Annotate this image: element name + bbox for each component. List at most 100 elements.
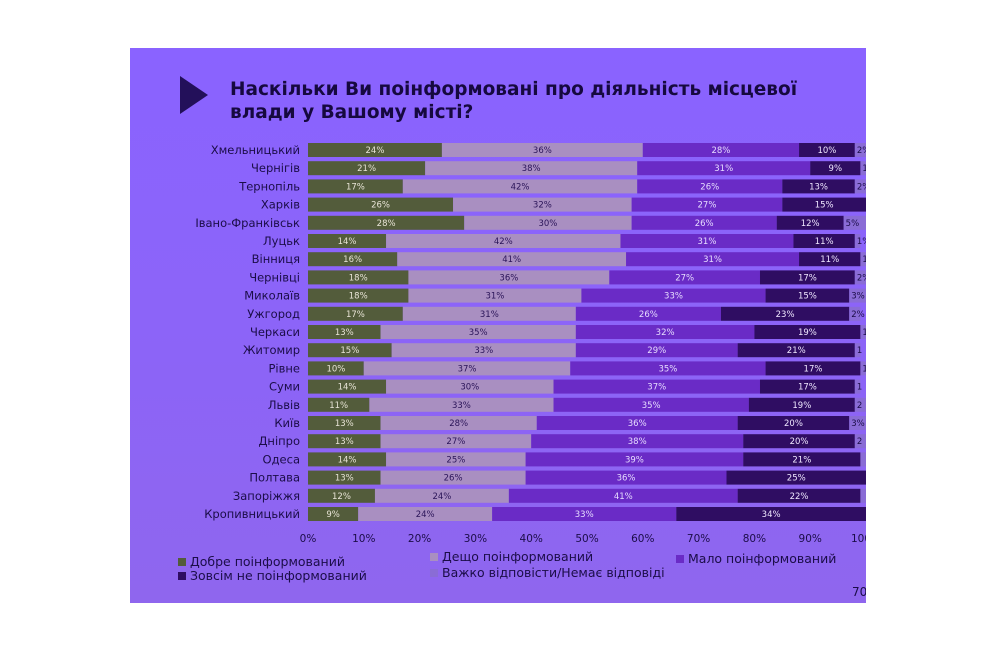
bar-segment [799,143,855,157]
data-label: 28% [711,146,730,156]
bar-segment [308,507,359,521]
x-tick-label: 0% [300,533,317,545]
bar-segment [308,234,387,248]
bar-segment [849,416,866,430]
bar-segment [525,470,727,485]
x-tick-label: 30% [464,533,487,545]
bar-segment [391,343,576,358]
bar-segment [441,143,643,157]
legend-swatch [676,555,684,563]
bar-segment [860,361,866,376]
data-label: 13% [335,419,354,429]
bar-segment [849,306,861,321]
legend-label: Зовсім не поінформований [190,568,367,583]
x-tick-label: 60% [631,533,654,545]
category-label: Чернівці [249,270,300,284]
bar-segment [631,197,783,212]
category-label: Запоріжжя [233,489,300,503]
data-label: 23% [776,310,795,320]
bar-segment [308,325,381,339]
bar-segment [386,234,621,248]
data-label: 2 [857,437,862,447]
bar-segment [308,179,403,194]
bar-segment [637,161,811,176]
data-label: 5% [846,219,860,229]
data-label: 1 [862,364,866,374]
bar-segment [860,325,866,339]
category-label: Суми [269,380,300,394]
bar-segment [642,143,800,157]
data-label: 31% [698,237,717,247]
data-label: 9% [829,164,843,174]
bar-segment [531,434,744,449]
data-label: 3% [851,419,865,429]
bar-segment [860,488,866,503]
data-label: 27% [446,437,465,447]
data-label: 35% [469,328,488,338]
data-label: 33% [452,401,471,411]
category-label: Львів [268,398,300,412]
data-label: 37% [647,383,666,393]
data-label: 2% [851,310,865,320]
data-label: 17% [346,310,365,320]
data-label: 20% [790,437,809,447]
stacked-bar-chart: Хмельницький24%36%28%10%2%Чернігів21%38%… [195,143,866,545]
data-label: 32% [533,201,552,211]
data-label: 26% [639,310,658,320]
data-label: 24% [432,492,451,502]
bar-segment [308,197,454,212]
bar-segment [402,179,638,194]
data-label: 26% [444,474,463,484]
legend-swatch [430,569,438,577]
data-label: 38% [628,437,647,447]
bar-segment [374,488,509,503]
data-label: 34% [762,510,781,520]
data-label: 21% [357,164,376,174]
legend-item-some: Дещо поінформований [430,549,593,564]
data-label: 32% [656,328,675,338]
bar-segment [553,397,749,412]
data-label: 30% [460,383,479,393]
category-label: Житомир [243,343,300,357]
data-label: 26% [695,219,714,229]
bar-segment [782,197,866,212]
triangle-bullet-icon [180,76,208,114]
bar-segment [380,434,532,449]
data-label: 36% [628,419,647,429]
category-label: Харків [261,198,300,212]
bar-segment [308,252,398,267]
category-label: Тернопіль [238,179,300,193]
legend-label: Мало поінформований [688,551,837,566]
bar-segment [386,379,554,394]
x-tick-label: 90% [799,533,822,545]
data-label: 13% [335,437,354,447]
bar-segment [553,379,760,394]
data-label: 1 [857,346,862,356]
bar-segment [854,379,861,394]
bar-segment [854,343,861,358]
bar-segment [854,143,866,157]
bar-segment [759,379,855,394]
data-label: 14% [338,237,357,247]
bar-segment [860,161,866,176]
data-label: 15% [340,346,359,356]
bar-segment [425,161,638,176]
bar-segment [536,416,738,430]
x-tick-label: 20% [408,533,431,545]
x-tick-label: 80% [743,533,766,545]
bar-segment [854,434,866,449]
bar-segment [854,179,866,194]
bar-segment [380,325,576,339]
data-label: 1 [857,383,862,393]
data-label: 24% [416,510,435,520]
category-label: Івано-Франківськ [195,216,300,230]
category-label: Рівне [268,361,300,375]
bar-segment [363,361,571,376]
data-label: 18% [349,292,368,302]
x-tick-label: 10% [352,533,375,545]
bar-segment [765,288,850,303]
bar-segment [308,470,381,485]
bar-segment [453,197,632,212]
bar-segment [720,306,850,321]
data-label: 39% [625,455,644,465]
